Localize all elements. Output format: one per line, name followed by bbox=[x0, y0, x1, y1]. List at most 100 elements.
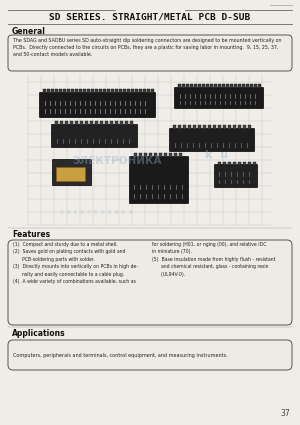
Text: The SDAG and SADBU series SD auto-straight dip soldering connectors are designed: The SDAG and SADBU series SD auto-straig… bbox=[13, 38, 281, 57]
FancyBboxPatch shape bbox=[130, 156, 188, 204]
Bar bbox=[55, 121, 58, 125]
Bar bbox=[159, 153, 161, 157]
Bar bbox=[71, 89, 74, 93]
Text: (1)  Compact and sturdy due to a metal shell.
(2)  Saves gold on plating contact: (1) Compact and sturdy due to a metal sh… bbox=[13, 242, 138, 284]
FancyBboxPatch shape bbox=[175, 88, 263, 108]
Bar bbox=[173, 125, 176, 129]
FancyBboxPatch shape bbox=[56, 167, 86, 181]
Bar bbox=[242, 84, 244, 88]
Bar bbox=[131, 89, 134, 93]
Bar bbox=[208, 125, 211, 129]
Bar bbox=[149, 153, 152, 157]
Bar bbox=[238, 125, 241, 129]
Bar bbox=[193, 125, 196, 129]
Bar bbox=[223, 125, 226, 129]
Bar bbox=[143, 89, 146, 93]
Bar bbox=[218, 162, 220, 165]
Bar bbox=[90, 121, 92, 125]
FancyBboxPatch shape bbox=[8, 340, 292, 370]
Bar bbox=[238, 84, 241, 88]
Bar bbox=[87, 89, 89, 93]
Bar bbox=[213, 125, 215, 129]
Bar bbox=[210, 84, 212, 88]
Bar bbox=[206, 84, 208, 88]
Bar bbox=[107, 89, 110, 93]
Bar bbox=[103, 89, 106, 93]
Bar bbox=[258, 84, 260, 88]
Bar bbox=[233, 162, 236, 165]
FancyBboxPatch shape bbox=[8, 35, 292, 71]
Bar bbox=[250, 84, 253, 88]
Bar bbox=[67, 89, 70, 93]
Bar bbox=[83, 89, 86, 93]
Bar bbox=[202, 84, 205, 88]
FancyBboxPatch shape bbox=[214, 164, 257, 187]
Bar bbox=[147, 89, 149, 93]
Bar bbox=[188, 125, 190, 129]
Bar bbox=[214, 84, 217, 88]
Bar bbox=[248, 162, 250, 165]
Bar bbox=[178, 84, 181, 88]
Bar bbox=[139, 153, 142, 157]
Bar bbox=[198, 84, 200, 88]
Bar bbox=[243, 125, 245, 129]
Text: k  u: k u bbox=[205, 150, 228, 160]
Bar bbox=[169, 153, 172, 157]
Bar bbox=[182, 84, 184, 88]
Bar bbox=[230, 84, 232, 88]
Text: General: General bbox=[12, 26, 46, 36]
Bar bbox=[228, 125, 230, 129]
Text: Features: Features bbox=[12, 230, 50, 238]
Bar bbox=[119, 89, 122, 93]
Bar bbox=[127, 89, 130, 93]
Bar bbox=[80, 121, 83, 125]
Bar bbox=[51, 89, 53, 93]
Bar bbox=[55, 89, 58, 93]
Bar bbox=[59, 89, 61, 93]
Bar bbox=[139, 89, 142, 93]
FancyBboxPatch shape bbox=[8, 240, 292, 325]
Bar bbox=[194, 84, 196, 88]
Bar bbox=[105, 121, 107, 125]
Bar bbox=[100, 121, 103, 125]
Bar bbox=[63, 89, 65, 93]
Bar bbox=[186, 84, 188, 88]
Bar bbox=[190, 84, 193, 88]
Bar bbox=[151, 89, 154, 93]
FancyBboxPatch shape bbox=[40, 93, 155, 117]
Bar bbox=[79, 89, 82, 93]
Bar bbox=[134, 153, 136, 157]
Bar bbox=[234, 84, 236, 88]
Bar bbox=[178, 125, 181, 129]
Text: ЭЛЕКТРОНИКА: ЭЛЕКТРОНИКА bbox=[72, 156, 161, 166]
Bar bbox=[99, 89, 101, 93]
Bar bbox=[115, 89, 118, 93]
FancyBboxPatch shape bbox=[52, 125, 137, 147]
Bar bbox=[130, 121, 133, 125]
Bar bbox=[164, 153, 167, 157]
Bar bbox=[218, 125, 220, 129]
Bar bbox=[111, 89, 113, 93]
Bar bbox=[43, 89, 46, 93]
Text: Computers, peripherals and terminals, control equipment, and measuring instrumen: Computers, peripherals and terminals, co… bbox=[13, 354, 228, 359]
Bar bbox=[198, 125, 200, 129]
Bar bbox=[144, 153, 146, 157]
Bar bbox=[226, 84, 229, 88]
Text: SD SERIES. STRAIGHT/METAL PCB D-SUB: SD SERIES. STRAIGHT/METAL PCB D-SUB bbox=[50, 12, 250, 22]
Bar bbox=[174, 153, 176, 157]
Bar bbox=[238, 162, 241, 165]
Bar bbox=[95, 89, 98, 93]
Bar bbox=[203, 125, 206, 129]
Bar bbox=[223, 162, 226, 165]
Bar bbox=[125, 121, 128, 125]
Bar bbox=[179, 153, 182, 157]
Bar bbox=[218, 84, 220, 88]
Text: for soldering (H01, or nging (00), and relative IDC
in miniature (70).
(5)  Base: for soldering (H01, or nging (00), and r… bbox=[152, 242, 275, 277]
Bar bbox=[254, 84, 256, 88]
FancyBboxPatch shape bbox=[169, 128, 254, 151]
Bar bbox=[246, 84, 248, 88]
Bar bbox=[115, 121, 118, 125]
Bar bbox=[228, 162, 230, 165]
Bar bbox=[70, 121, 73, 125]
Bar bbox=[110, 121, 112, 125]
